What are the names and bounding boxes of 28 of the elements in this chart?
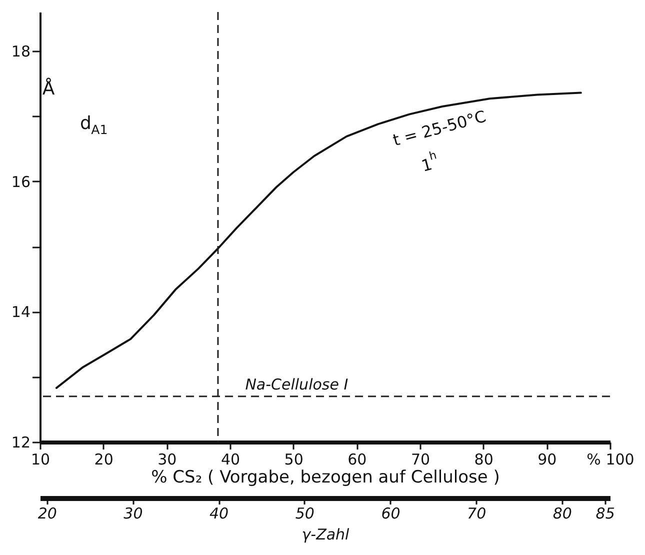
ref-line-label: Na-Cellulose I bbox=[245, 375, 349, 394]
x2-tick-label: 40 bbox=[210, 504, 229, 522]
x-tick-label: 10 bbox=[30, 450, 50, 468]
x2-tick-label: 85 bbox=[596, 504, 615, 522]
x2-axis-title: γ-Zahl bbox=[302, 526, 350, 544]
y-tick-label: 12 bbox=[11, 434, 30, 452]
x2-tick-label: 80 bbox=[552, 504, 572, 522]
line-series bbox=[55, 92, 582, 389]
x2-tick-label: 20 bbox=[38, 504, 57, 522]
x-tick-label: % 100 bbox=[586, 450, 634, 468]
x-tick-label: 90 bbox=[538, 450, 557, 468]
x-tick-label: 50 bbox=[284, 450, 304, 468]
y-tick-label: 16 bbox=[11, 172, 30, 191]
x2-tick-label: 60 bbox=[381, 504, 400, 522]
y-tick-label: 14 bbox=[11, 303, 30, 322]
annotation: 1h bbox=[419, 148, 438, 176]
x2-tick-label: 70 bbox=[467, 504, 486, 522]
x-axis-title: % CS₂ ( Vorgabe, bezogen auf Cellulose ) bbox=[151, 468, 500, 488]
x-tick-label: 40 bbox=[220, 450, 240, 468]
x2-tick-label: 50 bbox=[295, 504, 314, 522]
x2-tick-label: 30 bbox=[124, 504, 143, 522]
x-tick-label: 70 bbox=[410, 450, 430, 468]
x-tick-label: 20 bbox=[94, 450, 114, 468]
x-tick-label: 30 bbox=[158, 450, 177, 468]
y-axis-title: Å bbox=[42, 78, 56, 100]
x-tick-label: 60 bbox=[348, 450, 367, 468]
x-tick-label: 80 bbox=[474, 450, 494, 468]
y-tick-label: 18 bbox=[11, 42, 30, 61]
